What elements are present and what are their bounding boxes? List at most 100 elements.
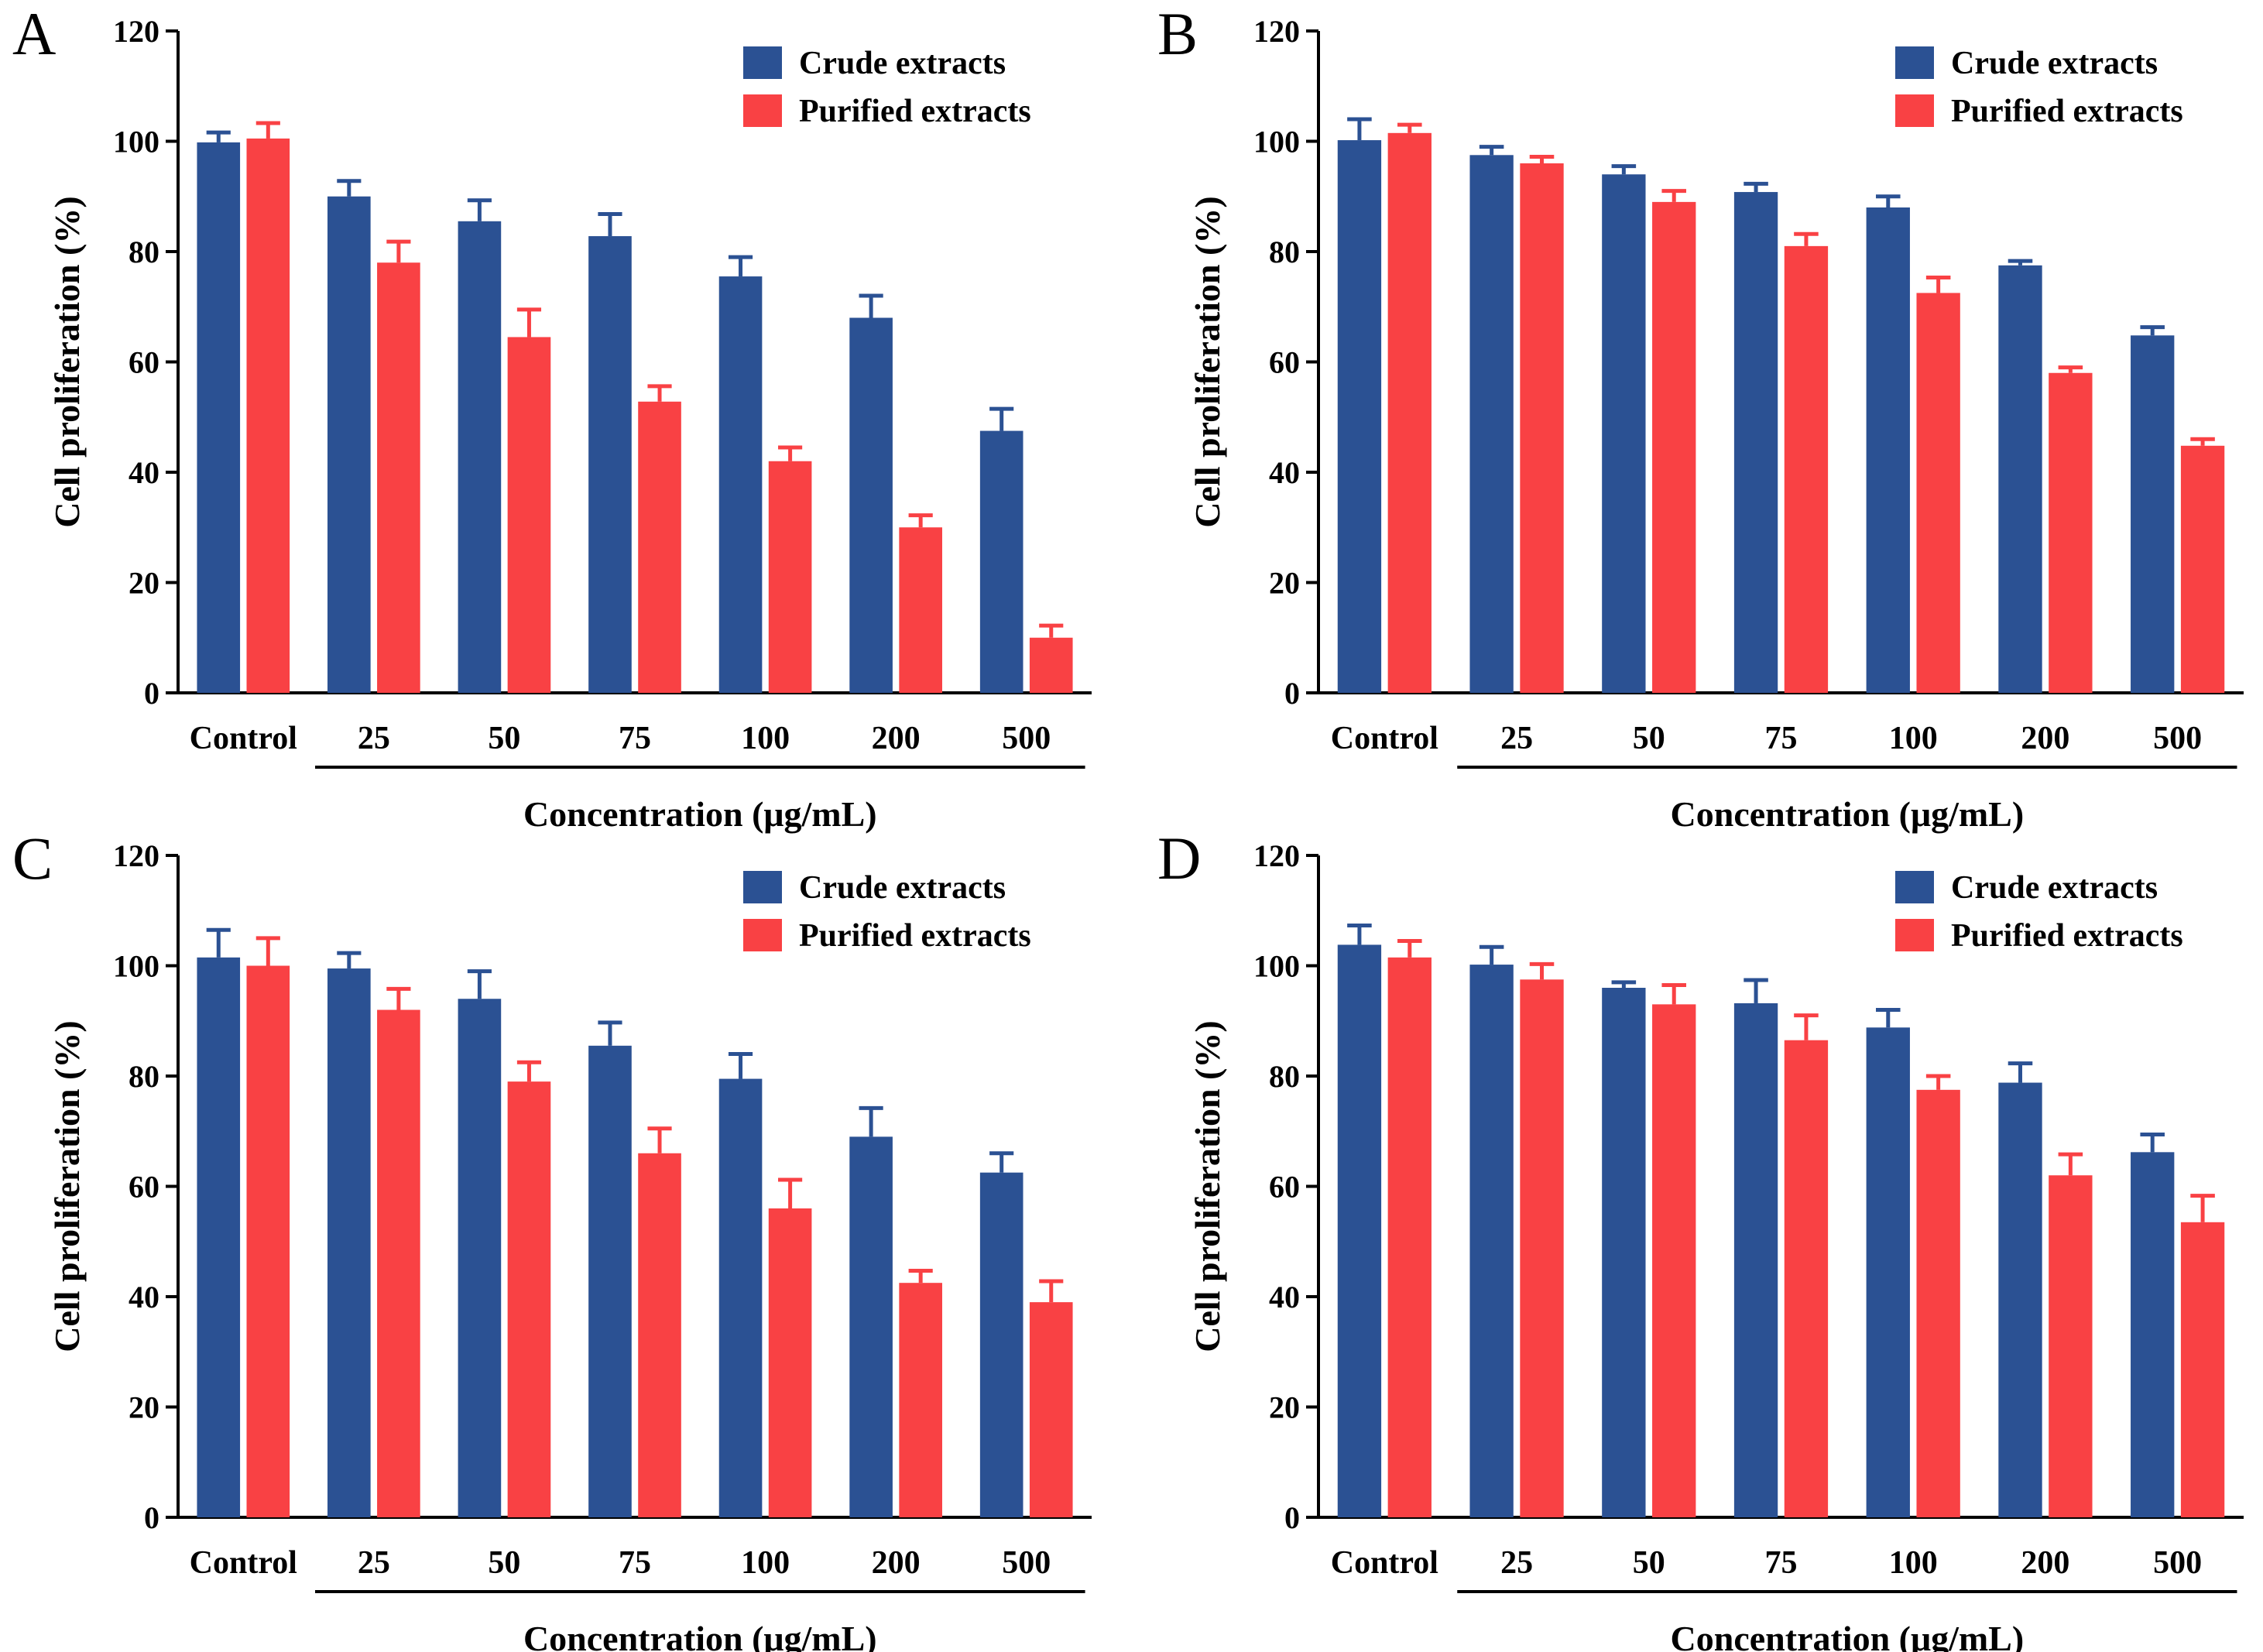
- y-tick-label: 40: [1269, 1280, 1300, 1314]
- crude-bar: [1469, 155, 1514, 693]
- category-label: 75: [1765, 721, 1798, 756]
- y-tick-label: 20: [1269, 1390, 1300, 1425]
- y-tick-label: 40: [129, 1280, 159, 1314]
- category-label: 50: [488, 721, 520, 756]
- purified-bar: [246, 138, 290, 693]
- crude-bar: [327, 968, 371, 1517]
- crude-bar: [1998, 1082, 2042, 1517]
- legend-label-purified: Purified extracts: [799, 918, 1031, 954]
- crude-bar: [1998, 265, 2042, 693]
- purified-bar: [1029, 1302, 1073, 1517]
- category-label: 100: [1889, 721, 1938, 756]
- y-tick-label: 100: [113, 125, 159, 159]
- crude-bar: [2131, 335, 2175, 693]
- category-label: Control: [1331, 721, 1438, 756]
- y-tick-label: 80: [129, 235, 159, 269]
- crude-bar: [1337, 944, 1382, 1517]
- crude-bar: [1602, 988, 1646, 1517]
- y-axis-title: Cell proliferation (%): [47, 1020, 87, 1352]
- category-label: Control: [1331, 1545, 1438, 1581]
- category-label: 25: [1500, 721, 1533, 756]
- y-tick-label: 40: [1269, 455, 1300, 490]
- y-tick-label: 120: [1253, 14, 1300, 49]
- legend-swatch-purified: [1895, 94, 1934, 127]
- y-tick-label: 0: [1284, 676, 1300, 711]
- legend-label-crude: Crude extracts: [1951, 46, 2158, 81]
- panel-letter: D: [1157, 824, 1201, 892]
- category-label: 50: [1633, 1545, 1665, 1581]
- crude-bar: [1469, 965, 1514, 1517]
- purified-bar: [2180, 445, 2225, 693]
- purified-bar: [507, 1081, 551, 1517]
- y-axis-title: Cell proliferation (%): [1188, 1020, 1227, 1352]
- category-label: 75: [1765, 1545, 1798, 1581]
- crude-bar: [718, 1078, 763, 1517]
- category-label: 100: [1889, 1545, 1938, 1581]
- category-label: 75: [619, 721, 651, 756]
- category-label: 200: [2021, 721, 2069, 756]
- purified-bar: [1784, 245, 1829, 693]
- category-label: 500: [2153, 721, 2202, 756]
- panel-b: B 0 20 40 60 80 100 120 Control 25 50 75 100 200 500 Co…: [1157, 0, 2244, 834]
- crude-bar: [1866, 1027, 1910, 1517]
- y-tick-label: 100: [1253, 949, 1300, 984]
- x-axis-title: Concentration (μg/mL): [1671, 1619, 2025, 1652]
- x-axis-title: Concentration (μg/mL): [523, 794, 877, 834]
- y-tick-label: 20: [1269, 566, 1300, 601]
- crude-bar: [1733, 192, 1778, 694]
- category-label: 200: [872, 721, 921, 756]
- category-label: 100: [741, 1545, 790, 1581]
- crude-bar: [1733, 1003, 1778, 1517]
- crude-bar: [1602, 174, 1646, 693]
- y-tick-label: 20: [129, 1390, 159, 1425]
- purified-bar: [377, 1009, 420, 1517]
- purified-bar: [899, 527, 942, 693]
- legend-label-crude: Crude extracts: [799, 46, 1006, 81]
- category-label: 500: [1002, 1545, 1051, 1581]
- x-axis-title: Concentration (μg/mL): [1671, 794, 2025, 834]
- panel-a: A 0 20 40 60 80 100 120 Control 25 50 75 100 200 500 Co…: [12, 0, 1092, 834]
- crude-bar: [327, 196, 371, 693]
- purified-bar: [2049, 372, 2093, 693]
- crude-bar: [458, 221, 502, 693]
- legend-swatch-crude: [1895, 46, 1934, 79]
- purified-bar: [246, 965, 290, 1517]
- crude-bar: [849, 1136, 893, 1517]
- y-tick-label: 60: [1269, 1170, 1300, 1205]
- legend-swatch-purified: [743, 94, 782, 127]
- category-label: 50: [1633, 721, 1665, 756]
- y-axis-title: Cell proliferation (%): [47, 196, 87, 527]
- legend-swatch-crude: [743, 871, 782, 903]
- purified-bar: [507, 337, 551, 693]
- y-tick-label: 100: [1253, 125, 1300, 159]
- purified-bar: [2049, 1175, 2093, 1517]
- crude-bar: [588, 1045, 632, 1517]
- category-label: 200: [872, 1545, 921, 1581]
- legend-swatch-crude: [1895, 871, 1934, 903]
- y-tick-label: 120: [113, 838, 159, 873]
- purified-bar: [638, 1153, 681, 1517]
- y-tick-label: 120: [1253, 838, 1300, 873]
- purified-bar: [768, 461, 812, 693]
- crude-bar: [1866, 207, 1910, 693]
- purified-bar: [377, 262, 420, 693]
- purified-bar: [1387, 132, 1432, 693]
- y-axis-title: Cell proliferation (%): [1188, 196, 1227, 527]
- purified-bar: [1784, 1040, 1829, 1517]
- crude-bar: [2131, 1152, 2175, 1517]
- y-tick-label: 0: [144, 676, 159, 711]
- y-tick-label: 60: [1269, 345, 1300, 380]
- purified-bar: [1520, 979, 1564, 1517]
- category-label: 25: [358, 721, 390, 756]
- category-label: 50: [488, 1545, 520, 1581]
- purified-bar: [1916, 1089, 1960, 1517]
- y-tick-label: 0: [144, 1500, 159, 1535]
- category-label: 500: [1002, 721, 1051, 756]
- legend-swatch-purified: [743, 919, 782, 951]
- category-label: 25: [358, 1545, 390, 1581]
- panel-letter: C: [12, 824, 53, 892]
- purified-bar: [899, 1283, 942, 1517]
- crude-bar: [979, 430, 1023, 693]
- crude-bar: [458, 999, 502, 1517]
